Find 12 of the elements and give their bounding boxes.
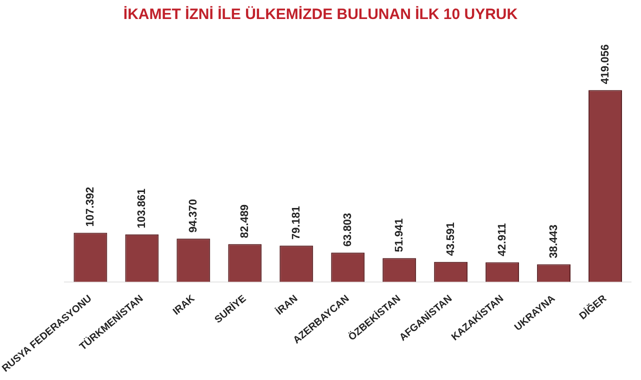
- data-label: 107.392: [84, 186, 96, 227]
- data-label: 51.941: [393, 218, 406, 252]
- data-label: 79.181: [290, 206, 302, 240]
- data-label: 82.489: [238, 204, 251, 238]
- data-label: 419.056: [599, 44, 612, 84]
- data-label: 43.591: [444, 222, 457, 256]
- data-label: 38.443: [548, 224, 560, 258]
- data-label: 103.861: [136, 188, 148, 228]
- data-label: 63.803: [342, 212, 354, 247]
- chart-title: İKAMET İZNİ İLE ÜLKEMİZDE BULUNAN İLK 10 UYRUK: [123, 6, 518, 24]
- data-label: 42.911: [496, 223, 508, 256]
- data-label: 94.370: [187, 199, 200, 233]
